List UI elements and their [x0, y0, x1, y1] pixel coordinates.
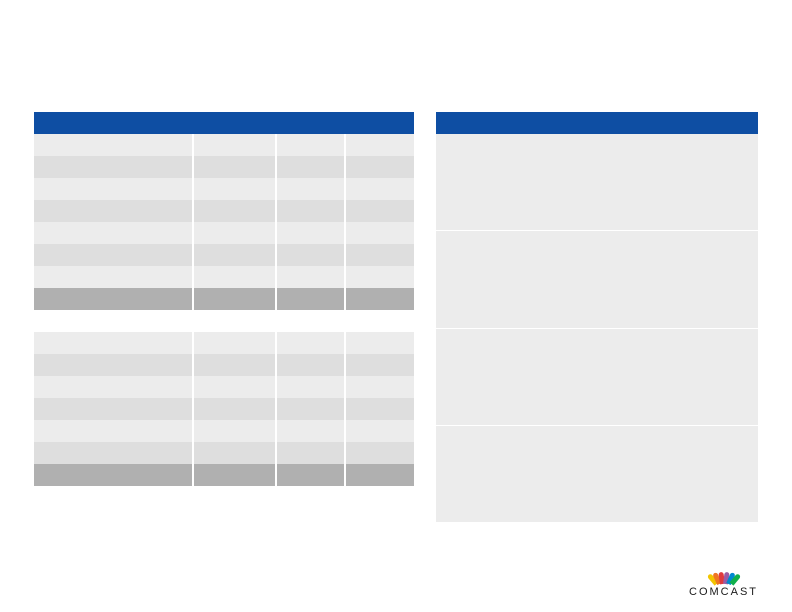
table-row — [34, 266, 414, 288]
table-row — [34, 332, 414, 354]
table-row — [34, 420, 414, 442]
right-column — [436, 112, 758, 522]
table-row — [34, 244, 414, 266]
table-cell — [346, 310, 414, 332]
table-cell — [34, 178, 194, 200]
table-cell — [346, 354, 414, 376]
table-cell — [34, 398, 194, 420]
table-cell — [346, 332, 414, 354]
logo-text: COMCAST — [689, 586, 758, 598]
table-cell — [194, 156, 278, 178]
table-cell — [34, 222, 194, 244]
table-cell — [194, 244, 278, 266]
table-cell — [346, 288, 414, 310]
table-row — [34, 310, 414, 332]
table-cell — [346, 134, 414, 156]
table-row — [34, 376, 414, 398]
table-row — [34, 178, 414, 200]
table-cell — [346, 398, 414, 420]
table-cell — [34, 200, 194, 222]
table-cell — [194, 420, 278, 442]
table-cell — [346, 464, 414, 486]
table-cell — [346, 266, 414, 288]
table-cell — [34, 288, 194, 310]
table-cell — [194, 398, 278, 420]
table-cell — [34, 266, 194, 288]
table-cell — [277, 398, 345, 420]
right-panel-row — [436, 328, 758, 425]
table-cell — [194, 200, 278, 222]
left-header-bar — [34, 112, 414, 134]
right-panel-row — [436, 230, 758, 327]
table-cell — [277, 332, 345, 354]
table-cell — [194, 442, 278, 464]
table-cell — [34, 420, 194, 442]
table-cell — [194, 354, 278, 376]
table-cell — [34, 332, 194, 354]
left-column — [34, 112, 414, 522]
table-cell — [277, 442, 345, 464]
table-cell — [194, 134, 278, 156]
table-cell — [194, 222, 278, 244]
nbc-peacock-icon — [714, 572, 734, 584]
table-cell — [277, 420, 345, 442]
table-cell — [34, 442, 194, 464]
table-cell — [34, 464, 194, 486]
table-row — [34, 200, 414, 222]
table-row — [34, 288, 414, 310]
table-row — [34, 134, 414, 156]
table-cell — [277, 178, 345, 200]
data-table — [34, 134, 414, 486]
table-cell — [277, 156, 345, 178]
table-cell — [194, 266, 278, 288]
table-cell — [34, 244, 194, 266]
right-panel-row — [436, 134, 758, 230]
table-row — [34, 398, 414, 420]
table-cell — [277, 354, 345, 376]
table-cell — [277, 464, 345, 486]
table-cell — [194, 332, 278, 354]
table-cell — [34, 376, 194, 398]
table-cell — [346, 442, 414, 464]
table-row — [34, 222, 414, 244]
table-cell — [194, 376, 278, 398]
table-cell — [34, 156, 194, 178]
table-cell — [277, 222, 345, 244]
table-cell — [34, 134, 194, 156]
table-cell — [277, 376, 345, 398]
table-cell — [346, 420, 414, 442]
right-panel — [436, 134, 758, 522]
table-cell — [194, 464, 278, 486]
table-row — [34, 156, 414, 178]
right-panel-row — [436, 425, 758, 522]
table-cell — [277, 310, 345, 332]
table-cell — [346, 222, 414, 244]
table-cell — [346, 376, 414, 398]
table-cell — [346, 200, 414, 222]
table-cell — [34, 354, 194, 376]
page-root: COMCAST — [0, 0, 792, 612]
table-cell — [277, 134, 345, 156]
table-cell — [194, 178, 278, 200]
table-cell — [346, 178, 414, 200]
table-cell — [34, 310, 194, 332]
right-header-bar — [436, 112, 758, 134]
table-cell — [277, 200, 345, 222]
table-row — [34, 464, 414, 486]
table-cell — [346, 244, 414, 266]
comcast-logo: COMCAST — [689, 572, 758, 598]
content-area — [34, 112, 758, 522]
table-cell — [194, 288, 278, 310]
table-cell — [277, 266, 345, 288]
table-row — [34, 354, 414, 376]
table-cell — [346, 156, 414, 178]
table-cell — [277, 288, 345, 310]
table-row — [34, 442, 414, 464]
table-cell — [277, 244, 345, 266]
table-cell — [194, 310, 278, 332]
